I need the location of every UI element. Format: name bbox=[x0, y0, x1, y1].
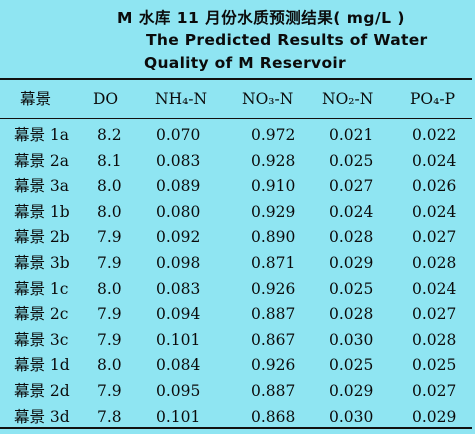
table-cell-do: 8.1 bbox=[97, 151, 122, 170]
table-cell-no3-n: 0.926 bbox=[251, 279, 296, 298]
table-cell-scenario: 幕景 2b bbox=[14, 228, 70, 247]
table-cell-no2-n: 0.025 bbox=[329, 151, 374, 170]
table-cell-no3-n: 0.871 bbox=[251, 254, 296, 272]
table-row: 幕景 1c 8.0 0.083 0.926 0.025 0.024 bbox=[0, 276, 475, 302]
table-cell-scenario: 幕景 2c bbox=[14, 305, 69, 324]
table-cell-po4-p: 0.024 bbox=[412, 279, 457, 298]
table-cell-nh4-n: 0.094 bbox=[156, 305, 201, 324]
table-cell-no3-n: 0.972 bbox=[251, 126, 296, 144]
table-cell-nh4-n: 0.083 bbox=[156, 279, 201, 298]
table-cell-no2-n: 0.027 bbox=[329, 177, 374, 196]
table-cell-po4-p: 0.022 bbox=[412, 126, 457, 144]
table-cell-no2-n: 0.025 bbox=[329, 279, 374, 298]
table-cell-do: 8.0 bbox=[97, 356, 122, 375]
table-row: 幕景 3d 7.8 0.101 0.868 0.030 0.029 bbox=[0, 404, 475, 430]
header-cell-scenario: 幕景 bbox=[20, 90, 52, 108]
table-cell-do: 7.9 bbox=[97, 228, 122, 247]
table-cell-po4-p: 0.025 bbox=[412, 356, 457, 375]
header-cell-no3-n: NO₃-N bbox=[242, 90, 294, 108]
table-cell-scenario: 幕景 3b bbox=[14, 254, 70, 272]
table-cell-scenario: 幕景 2a bbox=[14, 151, 70, 170]
table-cell-po4-p: 0.026 bbox=[412, 177, 457, 196]
header-cell-do: DO bbox=[93, 90, 119, 108]
table-cell-scenario: 幕景 3a bbox=[14, 177, 70, 196]
table-cell-scenario: 幕景 1a bbox=[14, 126, 70, 144]
table-title-english-line-1: The Predicted Results of Water bbox=[146, 31, 428, 49]
table-top-rule bbox=[0, 78, 472, 80]
header-cell-nh4-n: NH₄-N bbox=[155, 90, 208, 108]
table-cell-nh4-n: 0.070 bbox=[156, 126, 201, 144]
table-cell-do: 8.2 bbox=[97, 126, 122, 144]
table-cell-no2-n: 0.030 bbox=[329, 330, 374, 349]
table-row: 幕景 3b 7.9 0.098 0.871 0.029 0.028 bbox=[0, 250, 475, 276]
table-cell-no3-n: 0.928 bbox=[251, 151, 296, 170]
table-cell-po4-p: 0.024 bbox=[412, 202, 457, 221]
table-cell-do: 7.9 bbox=[97, 382, 122, 400]
table-cell-no2-n: 0.021 bbox=[329, 126, 374, 144]
table-cell-scenario: 幕景 2d bbox=[14, 382, 70, 400]
table-row: 幕景 2a 8.1 0.083 0.928 0.025 0.024 bbox=[0, 148, 475, 174]
table-header-row: 幕景 DO NH₄-N NO₃-N NO₂-N PO₄-P bbox=[0, 86, 475, 112]
table-cell-do: 8.0 bbox=[97, 177, 122, 196]
table-row: 幕景 1a 8.2 0.070 0.972 0.021 0.022 bbox=[0, 122, 475, 148]
table-row: 幕景 3c 7.9 0.101 0.867 0.030 0.028 bbox=[0, 327, 475, 353]
table-cell-no3-n: 0.929 bbox=[251, 202, 296, 221]
table-cell-no3-n: 0.867 bbox=[251, 330, 296, 349]
table-bottom-rule bbox=[0, 427, 472, 429]
table-cell-scenario: 幕景 3c bbox=[14, 330, 69, 349]
table-cell-no2-n: 0.030 bbox=[329, 407, 374, 426]
table-cell-do: 8.0 bbox=[97, 202, 122, 221]
table-cell-po4-p: 0.028 bbox=[412, 330, 457, 349]
table-cell-po4-p: 0.028 bbox=[412, 254, 457, 272]
table-cell-nh4-n: 0.083 bbox=[156, 151, 201, 170]
table-cell-nh4-n: 0.095 bbox=[156, 382, 201, 400]
table-row: 幕景 1d 8.0 0.084 0.926 0.025 0.025 bbox=[0, 352, 475, 378]
table-cell-no2-n: 0.028 bbox=[329, 228, 374, 247]
table-cell-nh4-n: 0.101 bbox=[156, 407, 201, 426]
table-cell-no2-n: 0.029 bbox=[329, 254, 374, 272]
table-cell-do: 7.9 bbox=[97, 305, 122, 324]
table-cell-po4-p: 0.029 bbox=[412, 407, 457, 426]
table-cell-nh4-n: 0.089 bbox=[156, 177, 201, 196]
table-title-chinese: M 水库 11 月份水质预测结果( mg/L ) bbox=[117, 9, 405, 27]
table-header-rule bbox=[0, 118, 472, 120]
table-cell-no2-n: 0.025 bbox=[329, 356, 374, 375]
table-cell-nh4-n: 0.084 bbox=[156, 356, 201, 375]
table-cell-nh4-n: 0.101 bbox=[156, 330, 201, 349]
table-cell-no2-n: 0.028 bbox=[329, 305, 374, 324]
table-cell-no3-n: 0.887 bbox=[251, 305, 296, 324]
table-row: 幕景 1b 8.0 0.080 0.929 0.024 0.024 bbox=[0, 199, 475, 225]
table-cell-nh4-n: 0.092 bbox=[156, 228, 201, 247]
table-cell-scenario: 幕景 1d bbox=[14, 356, 70, 375]
table-cell-no3-n: 0.890 bbox=[251, 228, 296, 247]
table-cell-po4-p: 0.024 bbox=[412, 151, 457, 170]
table-cell-po4-p: 0.027 bbox=[412, 228, 457, 247]
table-cell-nh4-n: 0.098 bbox=[156, 254, 201, 272]
header-cell-no2-n: NO₂-N bbox=[322, 90, 374, 108]
table-cell-no3-n: 0.887 bbox=[251, 382, 296, 400]
table-cell-scenario: 幕景 1b bbox=[14, 202, 70, 221]
table-cell-nh4-n: 0.080 bbox=[156, 202, 201, 221]
table-cell-no3-n: 0.910 bbox=[251, 177, 296, 196]
table-cell-do: 7.9 bbox=[97, 330, 122, 349]
table-cell-do: 8.0 bbox=[97, 279, 122, 298]
table-cell-no3-n: 0.868 bbox=[251, 407, 296, 426]
table-cell-do: 7.9 bbox=[97, 254, 122, 272]
table-row: 幕景 2c 7.9 0.094 0.887 0.028 0.027 bbox=[0, 301, 475, 327]
table-row: 幕景 3a 8.0 0.089 0.910 0.027 0.026 bbox=[0, 173, 475, 199]
table-title-english-line-2: Quality of M Reservoir bbox=[144, 54, 346, 72]
table-cell-do: 7.8 bbox=[97, 407, 122, 426]
table-cell-po4-p: 0.027 bbox=[412, 382, 457, 400]
table-cell-scenario: 幕景 1c bbox=[14, 279, 69, 298]
table-row: 幕景 2d 7.9 0.095 0.887 0.029 0.027 bbox=[0, 378, 475, 404]
header-cell-po4-p: PO₄-P bbox=[410, 90, 456, 108]
table-cell-no3-n: 0.926 bbox=[251, 356, 296, 375]
table-cell-scenario: 幕景 3d bbox=[14, 407, 70, 426]
table-row: 幕景 2b 7.9 0.092 0.890 0.028 0.027 bbox=[0, 224, 475, 250]
table-cell-no2-n: 0.029 bbox=[329, 382, 374, 400]
table-cell-no2-n: 0.024 bbox=[329, 202, 374, 221]
table-cell-po4-p: 0.027 bbox=[412, 305, 457, 324]
